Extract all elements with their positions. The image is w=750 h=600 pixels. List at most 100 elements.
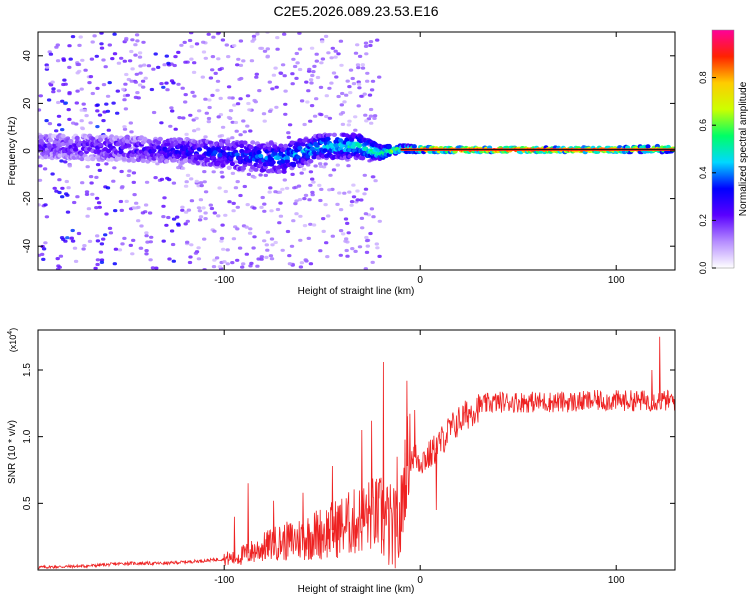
heatmap-noise-blob [189, 177, 194, 181]
heatmap-noise-blob [286, 135, 292, 139]
heatmap-noise-blob [250, 39, 255, 43]
heatmap-noise-blob [79, 87, 84, 91]
heatmap-noise-blob [231, 201, 236, 205]
heatmap-noise-blob [161, 204, 166, 208]
heatmap-noise-blob [198, 215, 204, 219]
heatmap-noise-blob [107, 226, 113, 230]
heatmap-noise-blob [318, 162, 323, 166]
heatmap-noise-blob [313, 164, 318, 168]
heatmap-noise-blob [171, 217, 177, 221]
heatmap-noise-blob [225, 248, 230, 252]
heatmap-noise-blob [235, 102, 241, 106]
heatmap-noise-blob [294, 51, 299, 56]
heatmap-noise-blob [77, 43, 82, 48]
heatmap-noise-blob [185, 240, 190, 244]
heatmap-noise-blob [72, 200, 77, 205]
heatmap-noise-blob [119, 208, 125, 212]
heatmap-noise-blob [349, 200, 355, 204]
heatmap-noise-blob [143, 76, 148, 80]
heatmap-noise-blob [353, 115, 358, 119]
heatmap-noise-blob [360, 66, 366, 70]
heatmap-noise-blob [98, 250, 104, 254]
heatmap-noise-blob [349, 203, 354, 207]
heatmap-noise-blob [359, 198, 364, 202]
heatmap-noise-blob [217, 134, 222, 138]
heatmap-noise-blob [55, 59, 61, 63]
heatmap-noise-blob [294, 76, 299, 80]
heatmap-noise-blob [134, 72, 139, 76]
heatmap-noise-blob [153, 176, 158, 180]
heatmap-noise-blob [297, 32, 302, 35]
heatmap-noise-blob [330, 234, 335, 238]
heatmap-noise-blob [187, 260, 193, 265]
heatmap-noise-blob [67, 65, 72, 69]
heatmap-ridge-blob [300, 142, 306, 147]
heatmap-noise-blob [192, 129, 197, 133]
heatmap-noise-blob [241, 59, 246, 63]
heatmap-noise-blob [275, 47, 280, 51]
heatmap-noise-blob [118, 199, 124, 204]
heatmap-noise-blob [66, 186, 71, 190]
heatmap-noise-blob [247, 108, 252, 112]
heatmap-noise-blob [75, 89, 80, 93]
heatmap-noise-blob [233, 186, 239, 190]
heatmap-noise-blob [99, 242, 105, 246]
heatmap-noise-blob [241, 119, 246, 123]
heatmap-noise-blob [370, 175, 376, 179]
colorbar-tick-label: 0.8 [698, 71, 708, 84]
heatmap-ridge-blob [217, 152, 223, 158]
heatmap-noise-blob [105, 186, 111, 190]
heatmap-noise-blob [135, 39, 140, 43]
heatmap-noise-blob [139, 224, 144, 228]
heatmap-ridge-blob [68, 139, 74, 144]
heatmap-noise-blob [70, 239, 76, 243]
heatmap-noise-blob [299, 261, 305, 265]
heatmap-ridge-blob [331, 132, 337, 137]
heatmap-noise-blob [210, 55, 216, 59]
heatmap-noise-blob [305, 100, 310, 104]
heatmap-noise-blob [363, 41, 369, 45]
heatmap-noise-blob [43, 203, 48, 207]
heatmap-noise-blob [38, 253, 42, 257]
heatmap-noise-blob [262, 49, 268, 53]
heatmap-noise-blob [140, 79, 146, 83]
heatmap-noise-blob [122, 59, 128, 63]
heatmap-noise-blob [212, 258, 217, 262]
heatmap-ridge-blob [73, 147, 79, 152]
heatmap-noise-blob [135, 91, 140, 95]
heatmap-noise-blob [50, 80, 55, 84]
heatmap-noise-blob [154, 266, 159, 270]
heatmap-ridge-blob [325, 133, 331, 138]
heatmap-noise-blob [97, 113, 103, 117]
heatmap-noise-blob [129, 79, 134, 83]
heatmap-noise-blob [124, 199, 129, 203]
heatmap-noise-blob [151, 110, 157, 115]
heatmap-noise-blob [185, 173, 191, 177]
heatmap-noise-blob [61, 57, 66, 61]
heatmap-noise-blob [133, 43, 138, 47]
heatmap-noise-blob [232, 44, 237, 48]
heatmap-noise-blob [111, 101, 116, 105]
heatmap-noise-blob [54, 189, 59, 193]
heatmap-noise-blob [346, 164, 351, 168]
heatmap-ridge-blob [109, 157, 115, 162]
heatmap-noise-blob [202, 170, 207, 174]
heatmap-noise-blob [128, 243, 133, 247]
heatmap-noise-blob [259, 46, 265, 51]
heatmap-noise-blob [377, 75, 382, 79]
heatmap-noise-blob [44, 215, 50, 219]
heatmap-noise-blob [230, 171, 236, 175]
heatmap-noise-blob [338, 229, 344, 233]
heatmap-noise-blob [357, 86, 362, 90]
heatmap-noise-blob [207, 98, 212, 102]
heatmap-noise-blob [141, 85, 146, 89]
heatmap-noise-blob [202, 180, 207, 184]
heatmap-noise-blob [44, 119, 49, 123]
heatmap-noise-blob [310, 177, 315, 181]
heatmap-noise-blob [192, 94, 197, 98]
heatmap-noise-blob [132, 193, 137, 197]
heatmap-noise-blob [183, 60, 188, 64]
heatmap-noise-blob [201, 40, 206, 44]
heatmap-noise-blob [128, 121, 133, 125]
heatmap-noise-blob [280, 248, 285, 252]
